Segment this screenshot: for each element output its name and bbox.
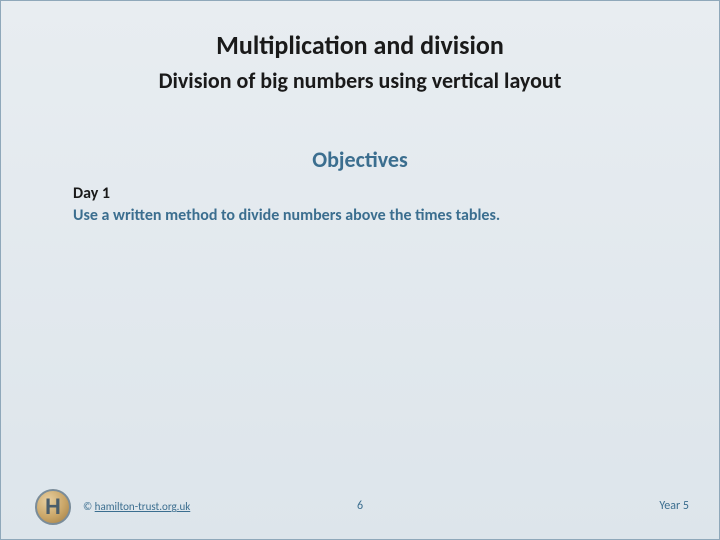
slide-title: Multiplication and division [1, 1, 719, 61]
page-number: 6 [357, 499, 363, 513]
slide-subtitle: Division of big numbers using vertical l… [1, 61, 719, 94]
copyright-text: © hamilton-trust.org.uk [83, 500, 190, 513]
day-label: Day 1 [73, 183, 647, 205]
logo-badge: H [35, 489, 71, 525]
slide: Multiplication and division Division of … [0, 0, 720, 540]
copyright-link[interactable]: hamilton-trust.org.uk [95, 500, 191, 513]
year-label: Year 5 [659, 499, 689, 513]
slide-footer: H © hamilton-trust.org.uk 6 Year 5 [1, 485, 719, 525]
copyright-prefix: © [83, 500, 95, 513]
objective-text: Use a written method to divide numbers a… [73, 205, 647, 227]
logo-letter: H [45, 496, 61, 518]
objectives-heading: Objectives [1, 94, 719, 173]
objectives-body: Day 1 Use a written method to divide num… [1, 173, 719, 226]
